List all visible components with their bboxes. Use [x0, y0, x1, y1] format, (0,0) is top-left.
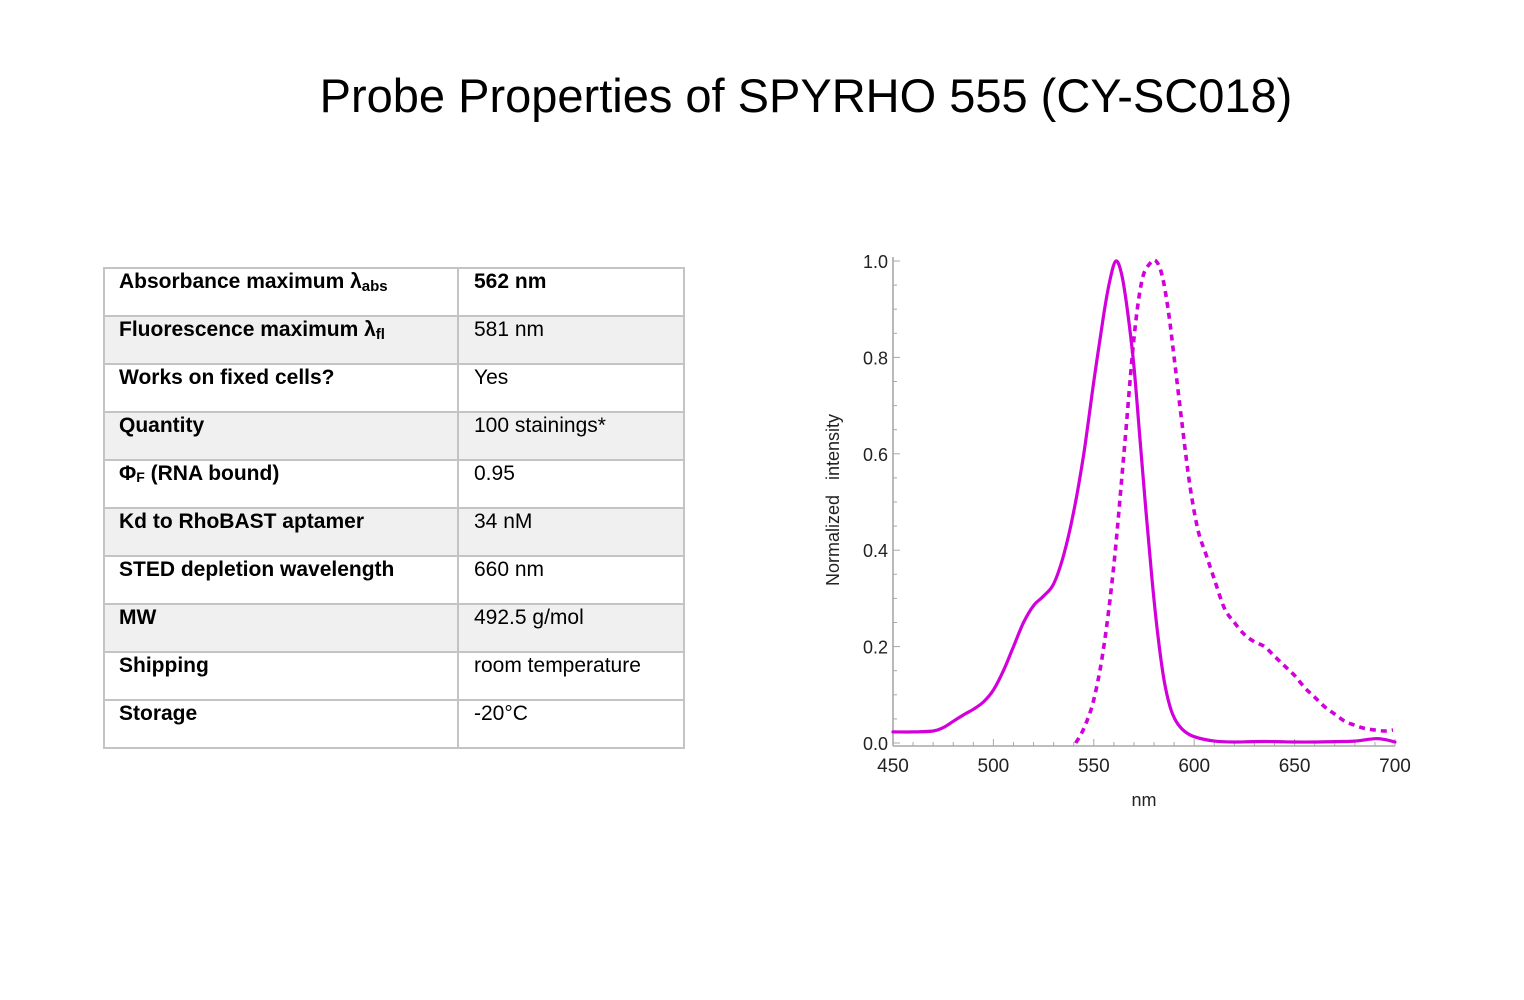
- property-name: Kd to RhoBAST aptamer: [119, 510, 365, 533]
- property-name: Quantity: [119, 414, 205, 437]
- absorbance-curve: [891, 259, 1397, 744]
- y-tick-label: 0.2: [863, 638, 888, 658]
- property-value: 562 nm: [474, 270, 547, 293]
- table-row: Quantity 100 stainings*: [103, 411, 685, 461]
- property-value: 0.95: [474, 462, 515, 485]
- property-name-cell: Shipping: [103, 651, 459, 701]
- property-value-cell: Yes: [457, 363, 685, 413]
- property-value-cell: 0.95: [457, 459, 685, 509]
- x-tick-label: 700: [1379, 756, 1411, 777]
- table-row: MW 492.5 g/mol: [103, 603, 685, 653]
- property-name-cell: Kd to RhoBAST aptamer: [103, 507, 459, 557]
- table-row: STED depletion wavelength 660 nm: [103, 555, 685, 605]
- y-tick-label: 0.4: [863, 541, 888, 561]
- property-value: 34 nM: [474, 510, 533, 533]
- table-row: Shipping room temperature: [103, 651, 685, 701]
- property-value: room temperature: [474, 654, 641, 677]
- property-name: Storage: [119, 702, 198, 725]
- x-tick-label: 600: [1178, 756, 1210, 777]
- property-value: -20°C: [474, 702, 528, 725]
- table-row: Kd to RhoBAST aptamer 34 nM: [103, 507, 685, 557]
- property-name: Absorbance maximum λ: [119, 270, 362, 293]
- property-name: MW: [119, 606, 157, 629]
- property-name-cell: Absorbance maximum λabs: [103, 267, 459, 317]
- property-name-subscript: F: [136, 469, 145, 485]
- property-value-cell: 100 stainings*: [457, 411, 685, 461]
- property-name-cell: Quantity: [103, 411, 459, 461]
- y-tick-label: 0.0: [863, 734, 888, 754]
- property-name-cell: Storage: [103, 699, 459, 749]
- chart-curves: [891, 258, 1397, 744]
- property-name-subscript: fl: [375, 326, 385, 343]
- property-name: Works on fixed cells?: [119, 366, 335, 389]
- x-axis-label: nm: [1131, 790, 1156, 810]
- property-name-cell: STED depletion wavelength: [103, 555, 459, 605]
- table-row: Storage -20°C: [103, 699, 685, 749]
- table-row: Absorbance maximum λabs 562 nm: [103, 267, 685, 317]
- property-name-cell: ΦF (RNA bound): [103, 459, 459, 509]
- table-row: Fluorescence maximum λfl 581 nm: [103, 315, 685, 365]
- property-name-cell: Works on fixed cells?: [103, 363, 459, 413]
- chart-axes: 450 500 550 600 650 700 0.0 0.2 0.4 0.6 0.8 1.0: [863, 252, 1411, 777]
- property-value-cell: 562 nm: [457, 267, 685, 317]
- property-name: STED depletion wavelength: [119, 558, 395, 581]
- x-tick-label: 500: [978, 756, 1010, 777]
- table-row: Works on fixed cells? Yes: [103, 363, 685, 413]
- property-value-cell: 492.5 g/mol: [457, 603, 685, 653]
- property-name-subscript: abs: [361, 278, 388, 295]
- property-value: 492.5 g/mol: [474, 606, 584, 629]
- property-value: Yes: [474, 366, 509, 389]
- fluorescence-curve: [1074, 258, 1394, 744]
- property-name-cell: Fluorescence maximum λfl: [103, 315, 459, 365]
- property-value: 660 nm: [474, 558, 545, 581]
- y-tick-label: 0.6: [863, 445, 888, 465]
- probe-properties-table: Absorbance maximum λabs 562 nm Fluorescenc…: [103, 267, 685, 749]
- y-tick-label: 0.8: [863, 348, 888, 368]
- property-name: Shipping: [119, 654, 209, 677]
- y-axis-label: Normalized intensity: [823, 414, 843, 586]
- property-value: 581 nm: [474, 318, 545, 341]
- property-name: Φ: [119, 462, 137, 485]
- property-value: 100 stainings*: [474, 414, 606, 437]
- page-title: Probe Properties of SPYRHO 555 (CY-SC018…: [319, 69, 1293, 122]
- table-row: ΦF (RNA bound) 0.95: [103, 459, 685, 509]
- property-name-cell: MW: [103, 603, 459, 653]
- x-tick-label: 550: [1078, 756, 1110, 777]
- property-name: Fluorescence maximum λ: [119, 318, 376, 341]
- property-value-cell: room temperature: [457, 651, 685, 701]
- property-value-cell: -20°C: [457, 699, 685, 749]
- property-name-suffix: (RNA bound): [144, 462, 280, 485]
- property-value-cell: 581 nm: [457, 315, 685, 365]
- property-value-cell: 34 nM: [457, 507, 685, 557]
- x-tick-label: 450: [877, 756, 909, 777]
- property-value-cell: 660 nm: [457, 555, 685, 605]
- x-tick-label: 650: [1279, 756, 1311, 777]
- y-tick-label: 1.0: [863, 252, 888, 272]
